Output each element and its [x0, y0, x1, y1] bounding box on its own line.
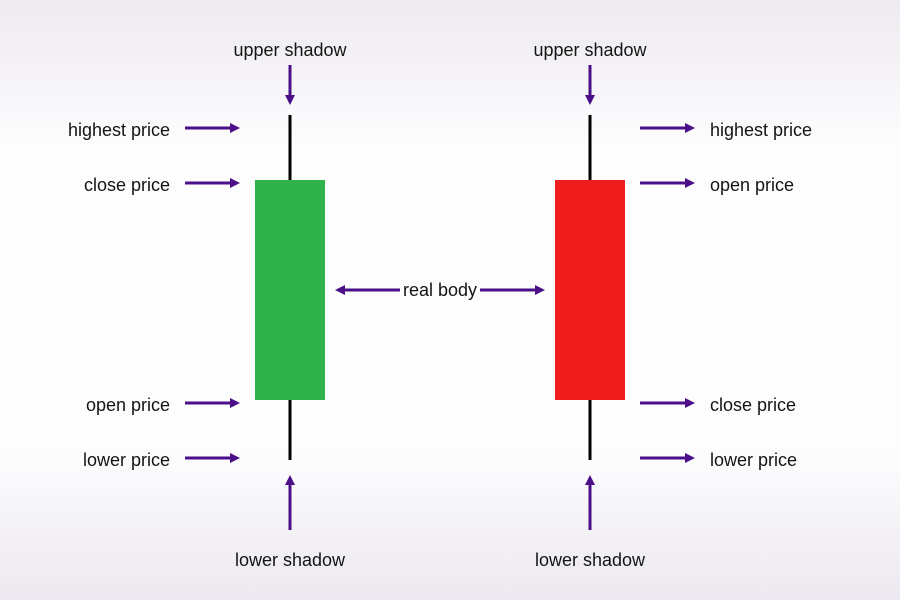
g-close-price-label: close price: [84, 175, 170, 196]
g-upper-shadow-label: upper shadow: [233, 40, 346, 61]
g-open-price-label: open price: [86, 395, 170, 416]
r-lower-price-label: lower price: [710, 450, 797, 471]
real-body-label: real body: [403, 280, 477, 301]
r-upper-shadow-label: upper shadow: [533, 40, 646, 61]
candlestick-diagram: real body upper shadow lower shadow highes…: [0, 0, 900, 600]
r-close-price-label: close price: [710, 395, 796, 416]
r-open-price-label: open price: [710, 175, 794, 196]
green-candle-body: [255, 180, 325, 400]
r-lower-shadow-label: lower shadow: [535, 550, 645, 571]
g-lower-shadow-label: lower shadow: [235, 550, 345, 571]
r-highest-price-label: highest price: [710, 120, 812, 141]
red-candle-body: [555, 180, 625, 400]
g-highest-price-label: highest price: [68, 120, 170, 141]
g-lower-price-label: lower price: [83, 450, 170, 471]
